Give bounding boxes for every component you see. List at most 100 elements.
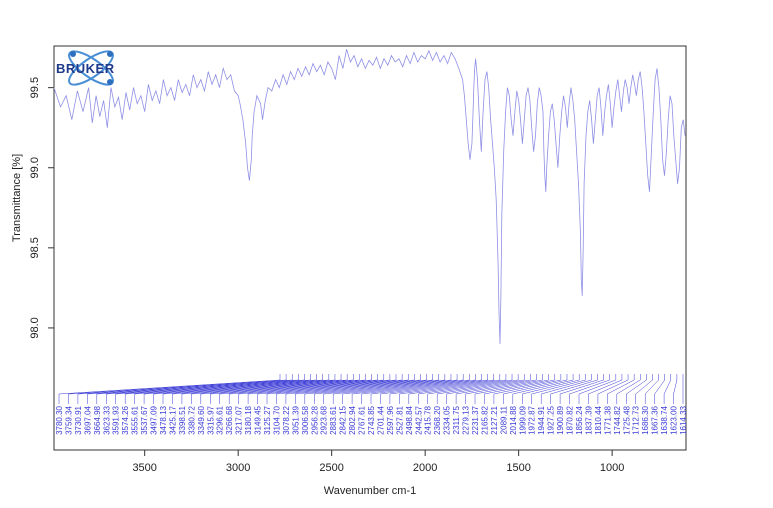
- peak-connector: [569, 379, 610, 395]
- peak-label: 2368.20: [433, 405, 442, 434]
- peak-connector: [229, 379, 390, 395]
- y-tick-label: 98.0: [29, 317, 41, 338]
- x-tick-label: 1500: [506, 462, 530, 474]
- x-axis-title: Wavenumber cm-1: [324, 485, 417, 497]
- peak-connector: [380, 379, 488, 395]
- peak-connector: [597, 379, 629, 395]
- peak-connector: [342, 379, 464, 395]
- peak-label: 2498.84: [405, 405, 414, 434]
- peak-label: 1667.36: [651, 405, 660, 434]
- peak-label: 3104.70: [272, 405, 281, 434]
- peak-label: 3425.17: [168, 405, 177, 434]
- peak-connector: [333, 379, 458, 395]
- peak-label: 3664.98: [93, 405, 102, 434]
- peak-label: 2527.81: [395, 405, 404, 434]
- peak-connector: [427, 379, 519, 395]
- peak-connector: [512, 379, 574, 395]
- peak-connector: [578, 379, 616, 395]
- peak-label: 2311.75: [452, 405, 461, 434]
- peak-connector: [304, 379, 439, 395]
- peak-label: 2014.88: [509, 405, 518, 434]
- peak-label: 2597.96: [386, 405, 395, 434]
- peak-connector: [560, 379, 604, 395]
- peak-label: 1810.44: [594, 405, 603, 434]
- peak-label: 3315.97: [206, 405, 215, 434]
- peak-connector: [68, 379, 287, 395]
- peak-connector: [295, 379, 433, 395]
- peak-label: 1614.33: [679, 405, 688, 434]
- peak-label: 1999.09: [518, 405, 527, 434]
- peak-label: 1771.38: [603, 405, 612, 434]
- peak-labels: 3780.30 3759.34 3730.91 3697.04 3664.98 3623.…: [55, 405, 688, 434]
- peak-connector: [541, 379, 592, 395]
- peak-connector: [266, 379, 415, 395]
- peak-label: 1725.48: [622, 405, 631, 434]
- peak-label: 1837.39: [584, 405, 593, 434]
- peak-label: 1972.87: [528, 405, 537, 434]
- peak-connector: [616, 379, 641, 395]
- peak-label: 1686.30: [641, 405, 650, 434]
- peak-label: 2883.61: [329, 405, 338, 434]
- peak-connector: [219, 379, 384, 395]
- peak-label: 1623.00: [670, 405, 679, 434]
- x-axis: 3500 3000 2500 2000 1500 1000: [132, 450, 624, 474]
- peak-connector: [550, 379, 598, 395]
- peak-label: 3478.13: [159, 405, 168, 434]
- peak-label: 3217.07: [235, 405, 244, 434]
- peak-connector: [484, 379, 555, 395]
- peak-connector: [663, 379, 672, 395]
- peak-label: 1638.74: [660, 405, 669, 434]
- peak-label: 2842.15: [339, 405, 348, 434]
- peak-connector: [181, 379, 360, 395]
- peak-label: 3380.72: [187, 405, 196, 434]
- peak-connector: [418, 379, 513, 395]
- y-tick-label: 99.5: [29, 77, 41, 98]
- peak-connector: [446, 379, 531, 395]
- x-tick-label: 3500: [132, 462, 156, 474]
- peak-connector: [77, 379, 293, 395]
- peak-connector: [162, 379, 348, 395]
- peak-connector: [503, 379, 568, 395]
- peak-connector: [352, 379, 470, 395]
- peak-connector: [115, 379, 317, 395]
- peak-connector: [125, 379, 323, 395]
- peak-label: 3697.04: [83, 405, 92, 434]
- peak-connector: [153, 379, 342, 395]
- bruker-logo: BRUKER: [56, 50, 115, 86]
- peak-label: 3051.39: [291, 405, 300, 434]
- y-tick-label: 98.5: [29, 237, 41, 258]
- peak-connector: [210, 379, 378, 395]
- peak-label: 2923.68: [320, 405, 329, 434]
- peak-connector: [437, 379, 525, 395]
- peak-connector: [238, 379, 397, 395]
- atom-icon: [68, 50, 114, 86]
- y-axis: 98.0 98.5 99.0 99.5: [29, 77, 55, 339]
- peak-connector: [361, 379, 476, 395]
- peak-connector: [134, 379, 329, 395]
- peak-label: 2956.28: [310, 405, 319, 434]
- peak-label: 2743.85: [367, 405, 376, 434]
- peak-label: 3125.27: [263, 405, 272, 434]
- peak-connector: [370, 379, 482, 395]
- peak-label: 3730.91: [74, 405, 83, 434]
- peak-connector: [257, 379, 409, 395]
- peak-label: 1900.89: [556, 405, 565, 434]
- logo-text: BRUKER: [56, 61, 115, 76]
- x-tick-label: 1000: [600, 462, 624, 474]
- peak-connector: [144, 379, 335, 395]
- peak-label: 2802.94: [348, 405, 357, 434]
- peak-connector: [285, 379, 427, 395]
- peak-label: 3591.93: [112, 405, 121, 434]
- peak-connector: [645, 379, 659, 395]
- peak-label: 2767.61: [358, 405, 367, 434]
- peak-label: 1744.82: [613, 405, 622, 434]
- peak-connector: [654, 379, 665, 395]
- peak-label: 1856.24: [575, 405, 584, 434]
- peak-label: 2231.37: [471, 405, 480, 434]
- peak-label: 2279.13: [462, 405, 471, 434]
- peak-label: 1712.73: [632, 405, 641, 434]
- peak-connector: [635, 379, 653, 395]
- peak-connector: [276, 379, 421, 395]
- peak-label: 3780.30: [55, 405, 64, 434]
